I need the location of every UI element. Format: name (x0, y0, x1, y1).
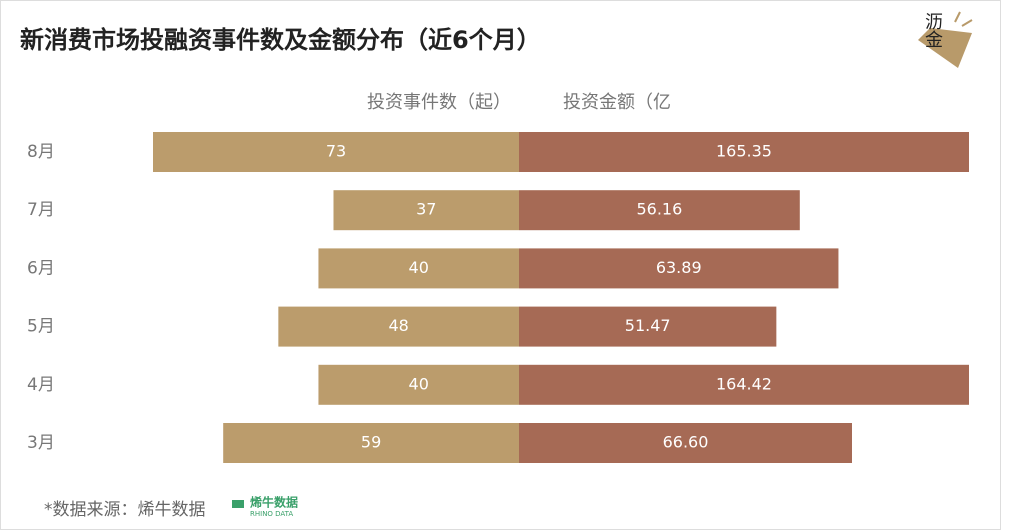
y-tick-label: 3月 (27, 433, 55, 453)
bar (519, 306, 777, 347)
bar (333, 190, 519, 231)
source-logo-en: RHINO DATA (250, 510, 293, 518)
bar (519, 364, 969, 405)
value-label: 56.16 (636, 200, 682, 219)
value-label: 40 (409, 374, 429, 393)
y-tick-label: 6月 (27, 258, 55, 278)
y-tick-label: 4月 (27, 375, 55, 395)
bar (153, 132, 519, 172)
legend-label: 投资金额（亿 (563, 92, 671, 113)
bar (519, 248, 839, 289)
value-label: 40 (409, 258, 429, 277)
source: *数据来源：烯牛数据 烯牛数据 RHINO DATA (44, 495, 298, 521)
chart-title: 新消费市场投融资事件数及金额分布（近6个月） (20, 26, 541, 54)
bar (318, 364, 519, 405)
legend-label: 投资事件数（起） (367, 92, 511, 113)
y-tick-label: 8月 (27, 142, 55, 162)
value-label: 66.60 (663, 433, 709, 452)
value-label: 165.35 (716, 142, 772, 161)
bar (519, 132, 969, 172)
bar (223, 423, 520, 463)
brand-text: 沥金 (922, 12, 943, 48)
source-text: *数据来源：烯牛数据 (44, 500, 206, 520)
bar (278, 306, 519, 347)
y-tick-label: 7月 (27, 200, 55, 220)
value-label: 51.47 (625, 316, 671, 335)
bar (318, 248, 519, 289)
y-tick-label: 5月 (27, 317, 55, 337)
value-label: 63.89 (656, 258, 702, 277)
source-logo-cn: 烯牛数据 (250, 495, 298, 510)
bar (519, 423, 852, 463)
value-label: 37 (416, 200, 436, 219)
bar (519, 190, 800, 231)
value-label: 48 (388, 316, 408, 335)
value-label: 59 (361, 433, 381, 452)
plot-area (153, 132, 969, 463)
value-label: 164.42 (716, 374, 772, 393)
value-label: 73 (326, 142, 346, 161)
brand-logo: 沥金 (918, 11, 973, 68)
